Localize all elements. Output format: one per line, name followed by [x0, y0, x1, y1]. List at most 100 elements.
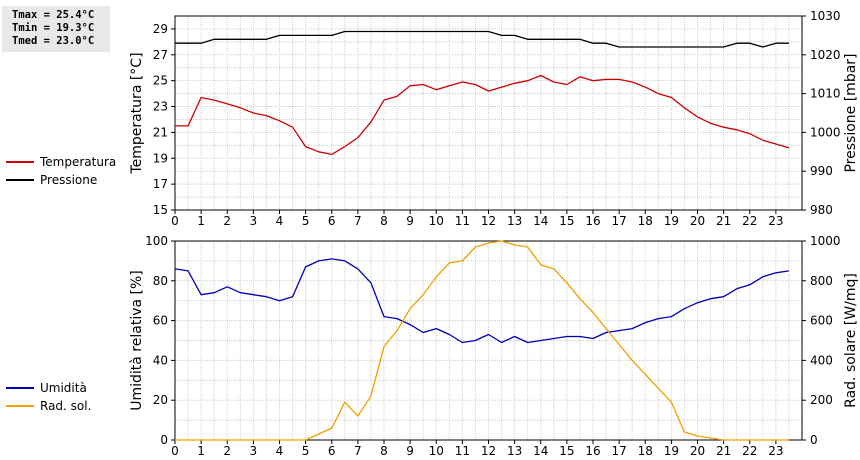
panel2-ytick-label: 0 — [160, 433, 168, 447]
panel2-xtick-label: 5 — [302, 444, 310, 458]
panel1-ytick-right-label: 1030 — [810, 9, 841, 23]
panel2-xtick-label: 2 — [223, 444, 231, 458]
panel2-ytick-label: 40 — [153, 353, 168, 367]
panel1-xtick-label: 22 — [742, 214, 757, 228]
legend-label-rad-sol: Rad. sol. — [40, 399, 92, 413]
legend-item-umidita: Umidità — [6, 379, 91, 397]
panel2-xtick-label: 20 — [690, 444, 705, 458]
panel1-xtick-label: 6 — [328, 214, 336, 228]
panel1-xtick-label: 23 — [768, 214, 783, 228]
panel2-ytick-right-label: 1000 — [810, 234, 841, 248]
panel1-xtick-label: 0 — [171, 214, 179, 228]
tmin-label: Tmin = 19.3°C — [12, 22, 95, 34]
series-line-umidit — [174, 258, 789, 344]
panel2-xtick-label: 22 — [742, 444, 757, 458]
panel2-xtick-label: 13 — [507, 444, 522, 458]
legend-label-temperatura: Temperatura — [40, 155, 117, 169]
panel2-xtick-label: 1 — [197, 444, 205, 458]
panel2-xtick-label: 23 — [768, 444, 783, 458]
panel1-ytick-label: 15 — [153, 203, 168, 217]
panel1-xtick-label: 5 — [302, 214, 310, 228]
panel2-xtick-label: 4 — [276, 444, 284, 458]
legend-swatch-umidita — [6, 387, 34, 389]
panel1-xtick-label: 16 — [585, 214, 600, 228]
panel2-xtick-label: 14 — [533, 444, 548, 458]
panel1-xtick-label: 15 — [559, 214, 574, 228]
panel1-ytick-label: 19 — [153, 151, 168, 165]
panel2-xtick-label: 0 — [171, 444, 179, 458]
legend-bottom: Umidità Rad. sol. — [6, 379, 91, 415]
panel1-ytick-right-label: 980 — [810, 203, 833, 217]
panel2-xtick-label: 18 — [638, 444, 653, 458]
panel1-ytick-right-label: 1020 — [810, 48, 841, 62]
panel1-ytick-label: 21 — [153, 125, 168, 139]
legend-item-pressione: Pressione — [6, 171, 116, 189]
panel2-ytick-label: 100 — [145, 234, 168, 248]
legend-swatch-rad-sol — [6, 405, 34, 407]
panel1-ytick-label: 29 — [153, 22, 168, 36]
panel1-xtick-label: 12 — [481, 214, 496, 228]
panel1-ytick-label: 27 — [153, 48, 168, 62]
panel1-xtick-label: 11 — [455, 214, 470, 228]
legend-item-rad-sol: Rad. sol. — [6, 397, 91, 415]
panel2-ytick-right-label: 200 — [810, 393, 833, 407]
panel2-ytick-label: 80 — [153, 274, 168, 288]
legend-label-umidita: Umidità — [40, 381, 87, 395]
panel2-ytick-right-label: 0 — [810, 433, 818, 447]
series-line-temperatura — [175, 74, 790, 156]
panel2-ylabel-right: Rad. solare [W/mq] — [843, 273, 859, 408]
panel2-xtick-label: 7 — [354, 444, 362, 458]
panel2-ytick-label: 20 — [153, 393, 168, 407]
panel2-xtick-label: 16 — [585, 444, 600, 458]
panel1-ytick-label: 25 — [153, 74, 168, 88]
panel1-xtick-label: 17 — [611, 214, 626, 228]
tmax-label: Tmax = 25.4°C — [12, 9, 95, 21]
series-line-pressione — [175, 30, 789, 48]
panel2-xtick-label: 12 — [481, 444, 496, 458]
panel2-ytick-right-label: 800 — [810, 274, 833, 288]
panel2-xtick-label: 15 — [559, 444, 574, 458]
panel1-ytick-right-label: 1000 — [810, 125, 841, 139]
panel1-ylabel-right: Pressione [mbar] — [843, 53, 859, 172]
stats-box: Tmax = 25.4°C Tmin = 19.3°C Tmed = 23.0°… — [2, 6, 110, 52]
panel2-xtick-label: 17 — [611, 444, 626, 458]
panel1-xtick-label: 10 — [429, 214, 444, 228]
legend-label-pressione: Pressione — [40, 173, 98, 187]
panel1-xtick-label: 7 — [354, 214, 362, 228]
panel1-ytick-label: 17 — [153, 177, 168, 191]
panel2-xtick-label: 10 — [429, 444, 444, 458]
panel2-xtick-label: 6 — [328, 444, 336, 458]
legend-top: Temperatura Pressione — [6, 153, 116, 189]
panel1-xtick-label: 9 — [406, 214, 414, 228]
panel2-ylabel: Umidità relativa [%] — [129, 270, 145, 411]
legend-item-temperatura: Temperatura — [6, 153, 116, 171]
panel2-xtick-label: 8 — [380, 444, 388, 458]
legend-swatch-temperatura — [6, 161, 34, 163]
panel1-xtick-label: 20 — [690, 214, 705, 228]
panel1-xtick-label: 3 — [250, 214, 258, 228]
panel2-xtick-label: 19 — [664, 444, 679, 458]
panel1-ytick-right-label: 990 — [810, 164, 833, 178]
panel1-xtick-label: 4 — [276, 214, 284, 228]
panel1-xtick-label: 13 — [507, 214, 522, 228]
tmed-label: Tmed = 23.0°C — [12, 35, 95, 47]
panel1-xtick-label: 18 — [638, 214, 653, 228]
legend-swatch-pressione — [6, 179, 34, 181]
panel1-xtick-label: 14 — [533, 214, 548, 228]
panel1-xtick-label: 19 — [664, 214, 679, 228]
series-line-rad-sol — [175, 240, 789, 441]
panel2-ytick-right-label: 400 — [810, 353, 833, 367]
panel2-xtick-label: 3 — [250, 444, 258, 458]
panel2-xtick-label: 11 — [455, 444, 470, 458]
panel1-xtick-label: 2 — [223, 214, 231, 228]
panel1-xtick-label: 21 — [716, 214, 731, 228]
panel1-xtick-label: 8 — [380, 214, 388, 228]
panel2-ytick-right-label: 600 — [810, 314, 833, 328]
panel1-ylabel: Temperatura [°C] — [129, 52, 145, 174]
panel2-xtick-label: 21 — [716, 444, 731, 458]
panel1-xtick-label: 1 — [197, 214, 205, 228]
panel1-ytick-label: 23 — [153, 100, 168, 114]
panel2-xtick-label: 9 — [406, 444, 414, 458]
panel1-ytick-right-label: 1010 — [810, 87, 841, 101]
